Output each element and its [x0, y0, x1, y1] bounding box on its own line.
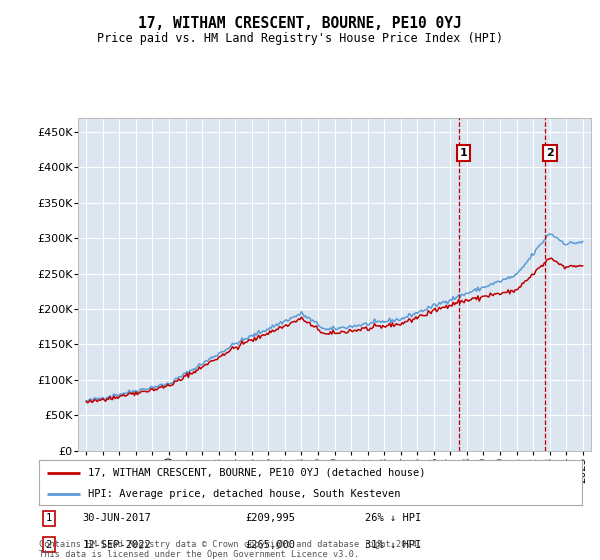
- Text: 2: 2: [46, 540, 52, 549]
- Text: 26% ↓ HPI: 26% ↓ HPI: [365, 514, 421, 524]
- Text: 12-SEP-2022: 12-SEP-2022: [82, 540, 151, 549]
- Text: 1: 1: [460, 148, 467, 158]
- Text: 17, WITHAM CRESCENT, BOURNE, PE10 0YJ (detached house): 17, WITHAM CRESCENT, BOURNE, PE10 0YJ (d…: [88, 468, 425, 478]
- Text: £209,995: £209,995: [245, 514, 295, 524]
- Text: 1: 1: [46, 514, 52, 524]
- Text: HPI: Average price, detached house, South Kesteven: HPI: Average price, detached house, Sout…: [88, 489, 400, 499]
- Text: 31% ↓ HPI: 31% ↓ HPI: [365, 540, 421, 549]
- Text: Price paid vs. HM Land Registry's House Price Index (HPI): Price paid vs. HM Land Registry's House …: [97, 32, 503, 45]
- Text: 30-JUN-2017: 30-JUN-2017: [82, 514, 151, 524]
- Text: £265,000: £265,000: [245, 540, 295, 549]
- Text: 2: 2: [546, 148, 554, 158]
- Text: Contains HM Land Registry data © Crown copyright and database right 2024.
This d: Contains HM Land Registry data © Crown c…: [39, 540, 422, 559]
- Text: 17, WITHAM CRESCENT, BOURNE, PE10 0YJ: 17, WITHAM CRESCENT, BOURNE, PE10 0YJ: [138, 16, 462, 31]
